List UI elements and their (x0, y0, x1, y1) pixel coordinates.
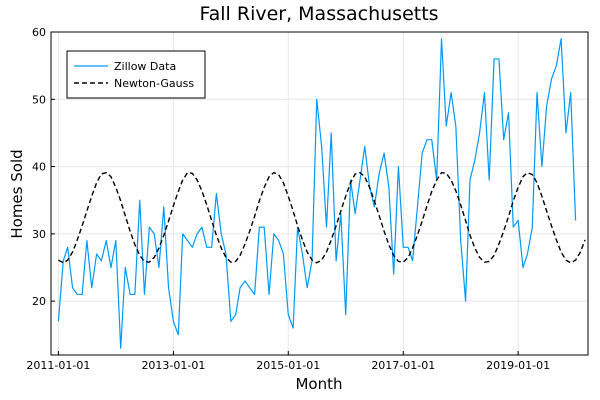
series-line-newton-gauss (58, 171, 586, 264)
plot-area (57, 38, 586, 349)
series-line-zillow-data (57, 38, 577, 349)
legend-label-newton-gauss: Newton-Gauss (114, 77, 194, 90)
y-tick-label: 20 (32, 295, 46, 308)
x-axis-label: Month (295, 375, 342, 393)
legend-box (66, 50, 206, 99)
x-tick-label: 2011-01-01 (26, 359, 90, 372)
plot-frame (50, 31, 589, 356)
legend-label-zillow: Zillow Data (114, 60, 176, 73)
x-tick-label: 2017-01-01 (371, 359, 435, 372)
x-tick-label: 2015-01-01 (256, 359, 320, 372)
y-tick-label: 60 (32, 26, 46, 39)
axis-ticks: 2011-01-01 2013-01-01 2015-01-01 2017-01-01… (26, 26, 550, 372)
x-tick-label: 2019-01-01 (486, 359, 550, 372)
chart-title: Fall River, Massachusetts (199, 3, 438, 25)
y-axis-label: Homes Sold (8, 149, 26, 238)
y-tick-label: 40 (32, 161, 46, 174)
x-tick-label: 2013-01-01 (141, 359, 205, 372)
y-tick-label: 30 (32, 228, 46, 241)
legend: Zillow Data Newton-Gauss (66, 50, 206, 99)
y-tick-label: 50 (32, 93, 46, 106)
